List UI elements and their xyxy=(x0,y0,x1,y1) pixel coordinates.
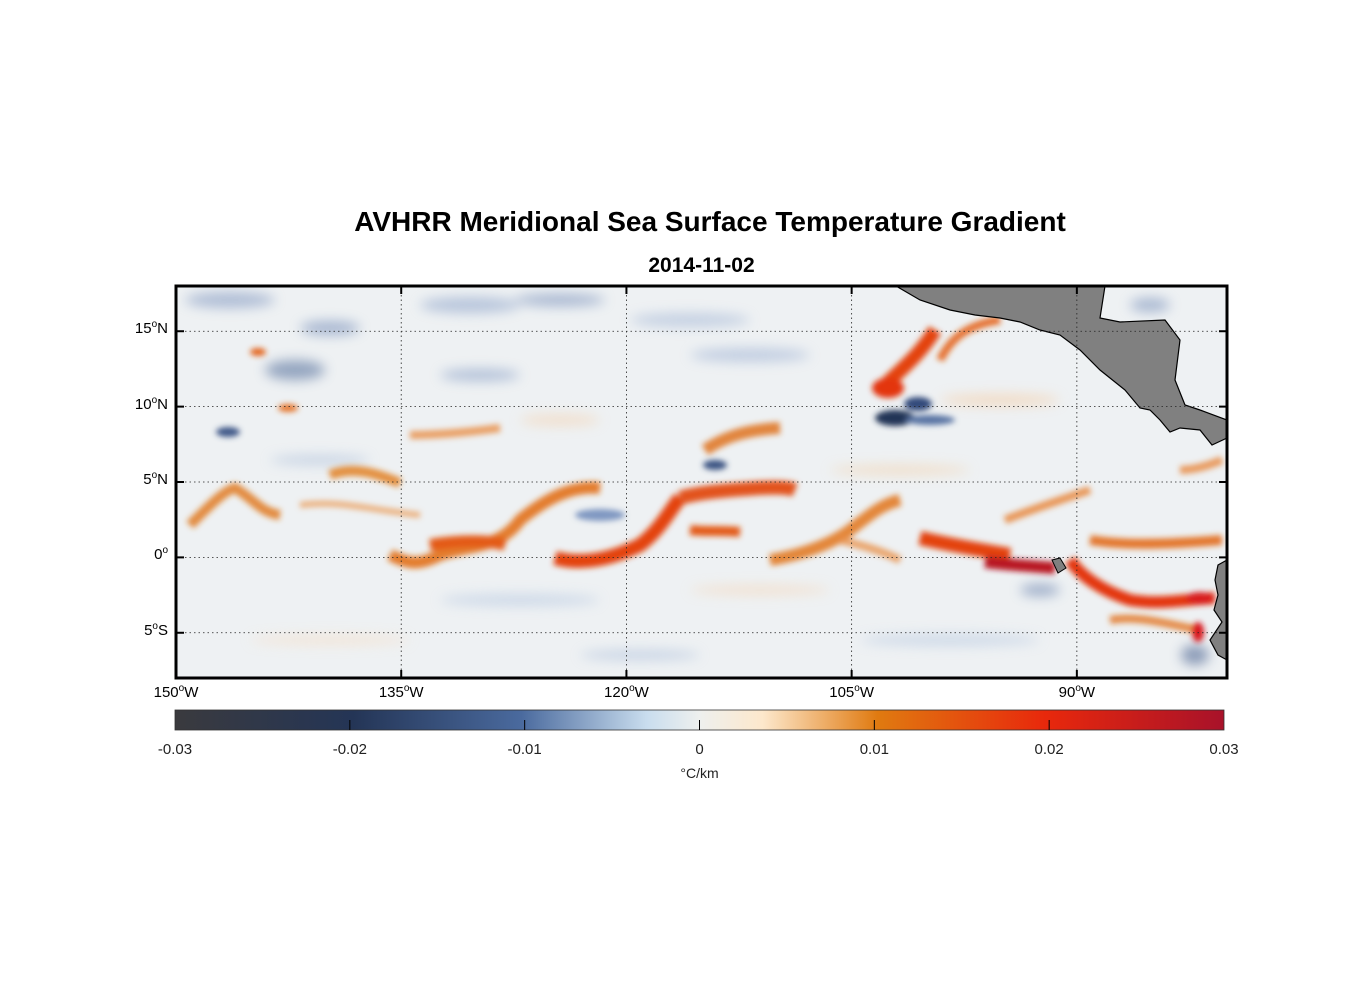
colorbar-tick-label: 0 xyxy=(695,741,704,758)
galapagos-land xyxy=(1051,557,1067,574)
axis-ticks xyxy=(175,286,1227,678)
colorbar-tick-label: -0.01 xyxy=(507,741,542,758)
lat-tick-label: 5oS xyxy=(144,620,168,639)
colorbar-tick-label: 0.01 xyxy=(859,741,889,758)
lat-tick-label: 10oN xyxy=(134,394,168,413)
colorbar-tick-label: 0.02 xyxy=(1034,741,1064,758)
lon-tick-label: 105oW xyxy=(829,683,875,701)
colorbar-tick-label: -0.03 xyxy=(157,741,193,758)
colorbar-units: °C/km xyxy=(680,765,719,781)
lon-tick-label: 135oW xyxy=(378,683,424,701)
lat-tick-label: 5oN xyxy=(143,470,168,488)
south-america-land xyxy=(1209,559,1227,661)
warm-fronts xyxy=(186,316,1224,642)
central-america-land xyxy=(894,286,1227,446)
colorbar-tick-label: -0.02 xyxy=(332,741,367,758)
lon-tick-label: 120oW xyxy=(604,683,649,701)
colorbar-tick-label: 0.03 xyxy=(1209,741,1239,758)
lat-tick-label: 0o xyxy=(154,545,168,564)
chart-subtitle: 2014-11-02 xyxy=(648,254,755,277)
cool-fronts xyxy=(216,397,955,521)
background-noise xyxy=(185,292,1209,665)
chart-title: AVHRR Meridional Sea Surface Temperature… xyxy=(354,206,1066,237)
lon-tick-label: 150oW xyxy=(153,683,199,701)
colorbar-ticks xyxy=(349,720,1050,730)
lon-tick-label: 90oW xyxy=(1058,683,1096,701)
lat-tick-label: 15oN xyxy=(134,319,168,338)
